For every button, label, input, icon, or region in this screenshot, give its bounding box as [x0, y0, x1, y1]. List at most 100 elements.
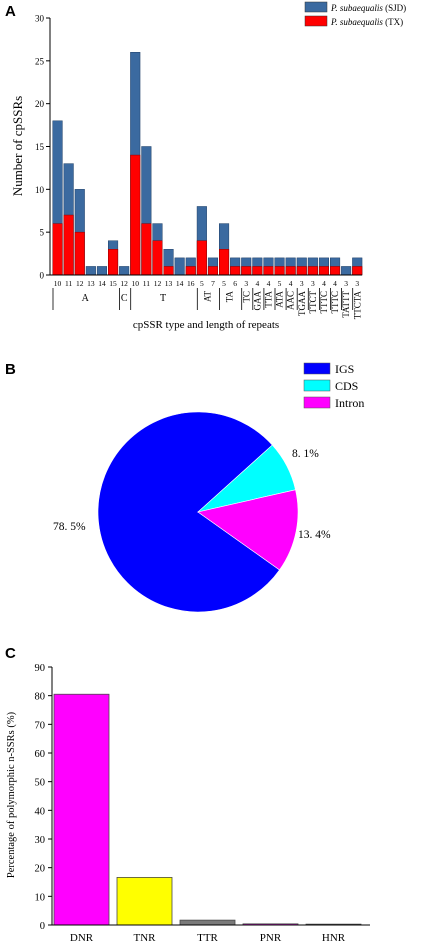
y-tick-label: 10 — [35, 185, 45, 195]
y-tick-label: 25 — [35, 56, 45, 66]
bar-ttr — [179, 919, 236, 926]
bar-tx — [207, 266, 218, 276]
bar-tx — [185, 266, 196, 276]
group-label: TTCT — [308, 291, 318, 314]
x-tick-label: 5 — [222, 279, 226, 288]
x-tick-label: 14 — [98, 279, 106, 288]
bar-tx — [163, 266, 174, 276]
bar-tx — [252, 266, 263, 276]
bar-tx — [263, 266, 274, 276]
x-tick-label: 15 — [109, 279, 117, 288]
y-tick-label: 0 — [40, 921, 45, 932]
x-tick-label: 11 — [65, 279, 72, 288]
bar-tx — [130, 154, 141, 276]
x-tick-label: 12 — [120, 279, 128, 288]
slice-igs — [97, 411, 280, 613]
x-tick-label: 3 — [300, 279, 304, 288]
y-axis-label: Percentage of polymorphic n-SSRs (%) — [6, 711, 17, 878]
x-tick-label: 12 — [154, 279, 162, 288]
bar-tx — [152, 240, 163, 276]
bar-tx — [196, 240, 207, 276]
y-tick-label: 15 — [35, 142, 45, 152]
pie-chart: B IGS CDS Intron 78. 5% 8. 1% 13. 4% — [5, 361, 364, 613]
bar-tx — [230, 266, 241, 276]
bar-sjd — [341, 266, 352, 276]
group-label: TTCTA — [352, 291, 362, 320]
x-tick-label: 14 — [176, 279, 184, 288]
y-tick-label: 70 — [35, 720, 46, 731]
group-label: TC — [241, 291, 251, 303]
bar-sjd — [85, 266, 96, 276]
slice-label: 13. 4% — [298, 529, 331, 541]
group-label: TA — [225, 291, 235, 303]
legend-label: P. subaequalis (SJD) — [330, 3, 406, 13]
group-label: ATA — [275, 291, 285, 308]
y-tick-label: 30 — [35, 14, 45, 24]
bar-tx — [330, 266, 341, 276]
x-tick-label: 11 — [143, 279, 150, 288]
bar-tx — [296, 266, 307, 276]
panel-label-a: A — [5, 3, 16, 20]
bar-dnr — [53, 693, 110, 926]
y-axis-label: Number of cpSSRs — [10, 96, 25, 196]
x-tick-label: 4 — [322, 279, 326, 288]
y-tick-label: 50 — [35, 778, 46, 789]
x-tick-label: 4 — [267, 279, 271, 288]
legend: P. subaequalis (SJD) P. subaequalis (TX) — [304, 1, 406, 27]
x-tick-label: 5 — [278, 279, 282, 288]
legend-swatch — [304, 15, 328, 27]
group-label: TATTT — [341, 291, 351, 318]
bar-tx — [108, 249, 119, 276]
bar-tx — [318, 266, 329, 276]
panel-label-b: B — [5, 361, 16, 378]
x-tick-label: 3 — [244, 279, 248, 288]
legend-swatch — [304, 1, 328, 13]
group-label: TTA — [263, 291, 273, 308]
group-label: AT — [202, 290, 212, 302]
x-tick-label: 3 — [344, 279, 348, 288]
bar-tx — [141, 223, 152, 276]
x-tick-label: PNR — [260, 932, 282, 944]
legend-label: P. subaequalis (TX) — [330, 17, 403, 27]
y-tick-label: 60 — [35, 749, 46, 760]
group-label: TTTC — [330, 291, 340, 314]
bar-tnr — [116, 877, 173, 926]
x-tick-label: TNR — [134, 932, 157, 944]
x-tick-label: HNR — [322, 932, 346, 944]
bar-tx — [219, 249, 230, 276]
bar-tx — [241, 266, 252, 276]
x-tick-label: TTR — [197, 932, 218, 944]
y-tick-label: 80 — [35, 692, 46, 703]
slice-label: 78. 5% — [53, 521, 86, 533]
legend-label: CDS — [335, 379, 358, 393]
legend: IGS CDS Intron — [303, 362, 364, 410]
group-label: AAC — [286, 291, 296, 310]
y-tick-label: 30 — [35, 835, 46, 846]
slice-intron — [197, 489, 299, 571]
group-label: TGAA — [297, 291, 307, 316]
stacked-bar-chart: A P. subaequalis (SJD) P. subaequalis (TX… — [5, 1, 406, 331]
bar-sjd — [174, 257, 185, 276]
bar-tx — [63, 214, 74, 276]
y-tick-label: 5 — [40, 228, 45, 238]
bar-tx — [352, 266, 363, 276]
legend-swatch — [303, 379, 331, 392]
x-tick-label: 16 — [187, 279, 195, 288]
bar-tx — [285, 266, 296, 276]
slice-label: 8. 1% — [292, 448, 319, 460]
x-tick-label: 7 — [211, 279, 215, 288]
group-label: GAA — [252, 291, 262, 311]
y-tick-label: 20 — [35, 99, 45, 109]
y-tick-label: 10 — [35, 892, 46, 903]
x-axis-label: cpSSR type and length of repeats — [133, 319, 279, 331]
x-tick-label: 12 — [76, 279, 84, 288]
panel-label-c: C — [5, 645, 16, 662]
bar-chart: C 0 10 20 30 40 50 60 70 80 90 DNR TNR TTR PNR HNR Pe… — [5, 645, 370, 944]
x-tick-label: DNR — [70, 932, 94, 944]
bar-sjd — [96, 266, 108, 276]
x-tick-label: 5 — [200, 279, 204, 288]
legend-label: IGS — [335, 362, 354, 376]
bar-tx — [74, 231, 85, 276]
x-tick-label: 4 — [255, 279, 259, 288]
bar-tx — [307, 266, 318, 276]
